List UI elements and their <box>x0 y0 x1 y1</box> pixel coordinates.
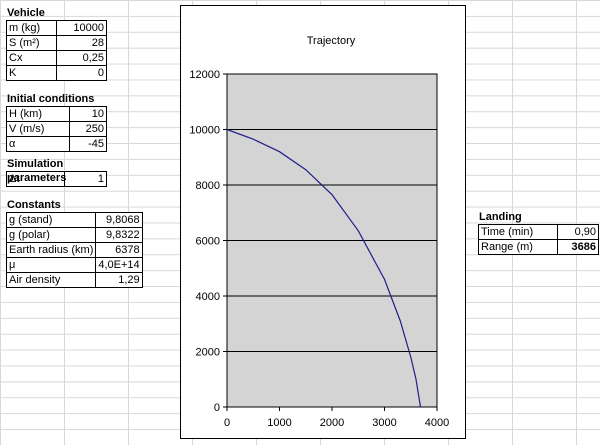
cell-value[interactable]: 0,25 <box>56 50 107 66</box>
cell-label[interactable]: m (kg) <box>5 20 58 36</box>
trajectory-line <box>226 128 422 408</box>
cell-label[interactable]: Time (min) <box>477 224 559 240</box>
x-axis: 0 1000 2000 3000 4000 <box>224 407 449 429</box>
cell-value[interactable]: 0 <box>56 65 107 81</box>
cell-value[interactable]: 250 <box>69 121 107 137</box>
vehicle-header: Vehicle <box>7 7 45 19</box>
table-row: Range (m) 3686 <box>477 239 599 255</box>
y-tick-label: 8000 <box>196 180 220 192</box>
initial-conditions-section: Initial conditions H (km) 10 V (m/s) 250 α… <box>5 92 107 152</box>
x-tick-label: 3000 <box>372 417 396 429</box>
cell-value[interactable]: 10000 <box>56 20 107 36</box>
initial-conditions-table: H (km) 10 V (m/s) 250 α -45 <box>5 106 107 152</box>
table-row: m (kg) 10000 <box>5 20 107 36</box>
y-tick-label: 10000 <box>189 125 220 137</box>
y-tick-label: 12000 <box>189 69 220 81</box>
simulation-parameters-header: Simulation parameters <box>7 158 67 184</box>
table-row: Time (min) 0,90 <box>477 224 599 240</box>
table-row: Δt 1 <box>5 171 107 187</box>
table-row: Air density 1,29 <box>5 272 143 288</box>
cell-label[interactable]: Cx <box>5 50 58 66</box>
cell-label[interactable]: μ <box>5 257 97 273</box>
cell-label[interactable]: K <box>5 65 58 81</box>
y-tick-label: 6000 <box>196 236 220 248</box>
cell-label[interactable]: Range (m) <box>477 239 559 255</box>
y-tick-label: 4000 <box>196 291 220 303</box>
cell-value[interactable]: 1,29 <box>95 272 143 288</box>
table-row: g (polar) 9,8322 <box>5 227 143 243</box>
constants-section: Constants g (stand) 9,8068 g (polar) 9,832… <box>5 198 143 288</box>
constants-table: g (stand) 9,8068 g (polar) 9,8322 Earth ra… <box>5 212 143 288</box>
cell-label[interactable]: g (polar) <box>5 227 97 243</box>
simulation-parameters-section: Simulation parameters Δt 1 <box>5 157 107 187</box>
cell-label[interactable]: S (m²) <box>5 35 58 51</box>
chart-title: Trajectory <box>307 35 356 47</box>
cell-value[interactable]: 9,8322 <box>95 227 143 243</box>
table-row: H (km) 10 <box>5 106 107 122</box>
simulation-parameters-table: Δt 1 <box>5 171 107 187</box>
cell-label[interactable]: g (stand) <box>5 212 97 228</box>
cell-value[interactable]: 1 <box>64 171 107 187</box>
cell-label[interactable]: H (km) <box>5 106 71 122</box>
trajectory-chart[interactable]: Trajectory 0 2000 4000 6000 8000 10000 12000 0… <box>180 5 466 439</box>
cell-label[interactable]: Δt <box>5 171 66 187</box>
cell-value[interactable]: 10 <box>69 106 107 122</box>
cell-value[interactable]: 9,8068 <box>95 212 143 228</box>
table-row: Cx 0,25 <box>5 50 107 66</box>
x-tick-label: 1000 <box>267 417 291 429</box>
landing-table: Time (min) 0,90 Range (m) 3686 <box>477 224 599 255</box>
cell-label[interactable]: α <box>5 136 71 152</box>
table-row: μ 4,0E+14 <box>5 257 143 273</box>
table-row: V (m/s) 250 <box>5 121 107 137</box>
cell-value[interactable]: -45 <box>69 136 107 152</box>
cell-label[interactable]: V (m/s) <box>5 121 71 137</box>
cell-value[interactable]: 6378 <box>95 242 143 258</box>
grid-lines <box>227 129 437 352</box>
table-row: g (stand) 9,8068 <box>5 212 143 228</box>
cell-value[interactable]: 4,0E+14 <box>95 257 143 273</box>
cell-label[interactable]: Earth radius (km) <box>5 242 97 258</box>
cell-value[interactable]: 3686 <box>557 239 599 255</box>
cell-value[interactable]: 0,90 <box>557 224 599 240</box>
table-row: S (m²) 28 <box>5 35 107 51</box>
x-tick-label: 0 <box>224 417 230 429</box>
landing-section: Landing Time (min) 0,90 Range (m) 3686 <box>477 210 599 255</box>
table-row: Earth radius (km) 6378 <box>5 242 143 258</box>
y-tick-label: 0 <box>214 402 220 414</box>
y-tick-label: 2000 <box>196 347 220 359</box>
cell-value[interactable]: 28 <box>56 35 107 51</box>
initial-conditions-header: Initial conditions <box>7 93 95 105</box>
cell-label[interactable]: Air density <box>5 272 97 288</box>
x-tick-label: 2000 <box>320 417 344 429</box>
landing-header: Landing <box>479 211 522 223</box>
table-row: α -45 <box>5 136 107 152</box>
x-tick-label: 4000 <box>425 417 449 429</box>
y-axis: 0 2000 4000 6000 8000 10000 12000 <box>189 69 227 414</box>
constants-header: Constants <box>7 199 61 211</box>
